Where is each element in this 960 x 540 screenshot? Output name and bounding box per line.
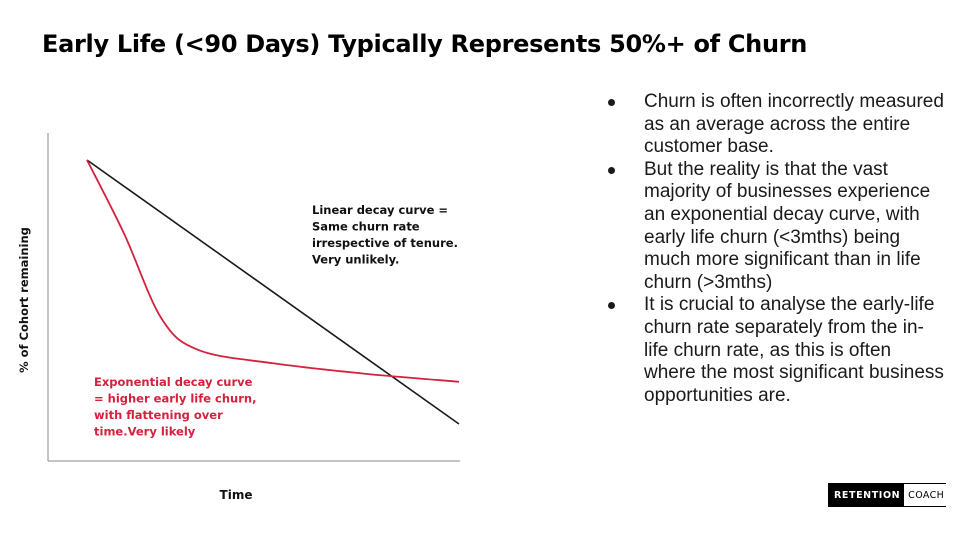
exponential-curve-label: Exponential decay curve = higher early li… <box>94 375 256 439</box>
y-axis-label: % of Cohort remaining <box>17 227 31 373</box>
bullet-text: It is crucial to analyse the early-life … <box>644 294 944 406</box>
linear-decay-curve <box>86 159 460 425</box>
bullet-item: It is crucial to analyse the early-life … <box>604 294 944 407</box>
bullet-item: But the reality is that the vast majorit… <box>604 159 944 295</box>
curve-label-line: irrespective of tenure. <box>312 236 458 250</box>
curve-label-line: time.Very likely <box>94 425 196 439</box>
logo-text-coach: COACH <box>904 484 949 506</box>
slide-title: Early Life (<90 Days) Typically Represen… <box>42 30 808 58</box>
bullet-dot-icon <box>608 302 615 310</box>
exponential-decay-curve <box>86 159 460 383</box>
bullet-dot-icon <box>608 166 615 174</box>
curve-label-line: Same churn rate <box>312 220 420 234</box>
bullet-dot-icon <box>608 99 615 106</box>
curve-label-line: = higher early life churn, <box>94 392 256 406</box>
x-axis-label: Time <box>220 488 253 502</box>
decay-curve-chart: % of Cohort remaining Time Linear decay … <box>17 133 460 502</box>
bullet-text: Churn is often incorrectly measured as a… <box>644 91 944 158</box>
bullet-list: Churn is often incorrectly measured as a… <box>604 91 944 407</box>
retention-coach-logo: RETENTION COACH <box>828 483 949 507</box>
bullet-item: Churn is often incorrectly measured as a… <box>604 91 944 159</box>
logo-text-retention: RETENTION <box>829 484 905 506</box>
curve-label-line: Linear decay curve = <box>312 203 448 217</box>
curve-label-line: Very unlikely. <box>312 253 399 267</box>
curve-label-line: Exponential decay curve <box>94 375 253 389</box>
curve-label-line: with flattening over <box>94 408 223 422</box>
bullet-text: But the reality is that the vast majorit… <box>644 158 931 293</box>
linear-curve-label: Linear decay curve = Same churn rate irres… <box>312 203 458 267</box>
